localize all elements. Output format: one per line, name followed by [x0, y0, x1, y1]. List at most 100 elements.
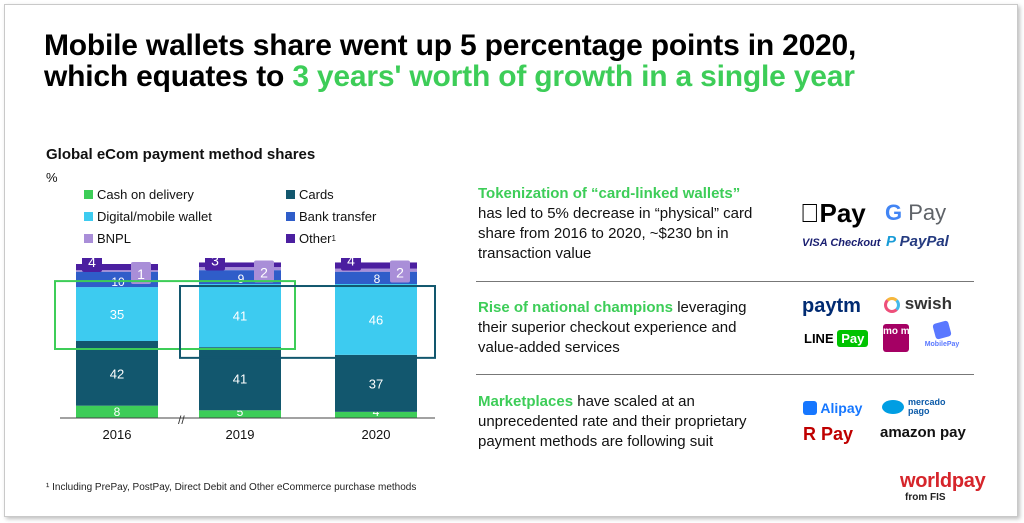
google-g-icon: G — [885, 200, 903, 225]
legend-label: BNPL — [97, 231, 131, 246]
legend-wallet: Digital/mobile wallet — [84, 209, 212, 224]
line-pay-badge: Pay — [837, 330, 869, 347]
line-text: LINE — [804, 331, 834, 346]
bar-segment — [199, 267, 281, 271]
data-label: 2 — [260, 264, 268, 280]
point-first-line: Marketplaces have scaled at an — [478, 392, 747, 412]
legend-label: Cash on delivery — [97, 187, 194, 202]
headline-line2-prefix: which equates to — [44, 60, 293, 93]
bnpl-label-box — [390, 260, 410, 283]
point-line: payment methods are following suit — [478, 433, 714, 450]
data-label: 41 — [233, 372, 247, 387]
legend-footnote-marker: 1 — [331, 234, 336, 243]
rakuten-pay-logo: R Pay — [803, 424, 854, 444]
legend-swatch — [286, 234, 295, 243]
alipay-icon — [803, 401, 817, 415]
bar-segment — [76, 405, 158, 418]
line-pay-logo: LINE Pay — [804, 330, 869, 347]
data-label: 46 — [369, 312, 383, 327]
mobilepay-icon — [932, 320, 952, 340]
data-label: 5 — [237, 405, 244, 419]
bar-segment — [335, 411, 417, 418]
point-line: share from 2016 to 2020, ~$230 bn in — [478, 225, 729, 242]
bar-segment — [335, 268, 417, 272]
legend-swatch — [84, 234, 93, 243]
headline: Mobile wallets share went up 5 percentag… — [44, 30, 856, 92]
point-highlight: Rise of national champions — [478, 299, 674, 316]
other-label-box — [82, 258, 102, 272]
divider — [476, 281, 974, 282]
google-pay-logo: G Pay — [885, 200, 946, 226]
point-line: transaction value — [478, 245, 592, 262]
point-line: value-added services — [478, 339, 620, 356]
legend-cards: Cards — [286, 187, 334, 202]
momo-logo: mo mo — [883, 324, 916, 352]
data-label: 4 — [88, 258, 96, 270]
swish-text: swish — [904, 294, 952, 313]
bar-segment — [76, 341, 158, 406]
point-highlight: Tokenization of “card-linked wallets” — [478, 185, 741, 202]
point-line: their superior checkout experience and — [478, 319, 737, 336]
data-label: 42 — [110, 366, 124, 381]
slide-frame — [4, 4, 1018, 517]
data-label: 8 — [114, 405, 121, 419]
data-label: 41 — [233, 309, 247, 324]
data-label: 9 — [238, 272, 245, 286]
other-label-box — [341, 258, 361, 271]
stacked-bar-chart: 8 42 35 10 1 4 2016 5 41 41 9 2 3 2019 4 37 46 8 2 4 2020 // — [54, 258, 436, 442]
legend-cod: Cash on delivery — [84, 187, 194, 202]
headline-line1: Mobile wallets share went up 5 percentag… — [44, 29, 857, 62]
data-label: 35 — [110, 307, 124, 322]
highlight-box-green — [54, 280, 296, 351]
legend-bnpl: BNPL — [84, 231, 131, 246]
paypal-logo: P PayPal — [886, 233, 949, 250]
bar-segment — [199, 410, 281, 418]
mercado-pago-text: mercado pago — [908, 397, 946, 416]
data-label: 10 — [111, 275, 125, 289]
data-label: 4 — [373, 405, 380, 419]
mobilepay-logo: MobilePay — [922, 320, 962, 348]
legend-other: Other 1 — [286, 231, 336, 246]
legend-swatch — [286, 190, 295, 199]
footnote: ¹ Including PrePay, PostPay, Direct Debi… — [46, 482, 417, 493]
mobilepay-text: MobilePay — [924, 341, 960, 348]
worldpay-sublogo: from FIS — [905, 492, 946, 503]
bar-segment — [76, 287, 158, 341]
legend-swatch — [84, 190, 93, 199]
x-tick-label: 2020 — [362, 427, 391, 442]
legend-label: Bank transfer — [299, 209, 377, 224]
alipay-text: Alipay — [820, 400, 863, 416]
point-line: leveraging — [673, 299, 747, 316]
swish-icon — [884, 297, 900, 313]
divider — [476, 374, 974, 375]
bar-segment — [199, 284, 281, 348]
swish-logo: swish — [884, 294, 952, 314]
bar-segment — [335, 354, 417, 412]
bar-segment — [335, 284, 417, 355]
data-label: 3 — [211, 258, 219, 268]
bnpl-label-box — [254, 260, 274, 283]
bar-segment — [76, 270, 158, 272]
bar-segment — [335, 262, 417, 269]
legend-label: Cards — [299, 187, 334, 202]
point-tokenization: Tokenization of “card-linked wallets” ha… — [478, 184, 752, 264]
point-marketplaces: Marketplaces have scaled at an unprecede… — [478, 392, 747, 452]
other-label-box — [205, 258, 225, 271]
legend-swatch — [84, 212, 93, 221]
point-line: has led to 5% decrease in “physical” car… — [478, 205, 753, 222]
alipay-logo: Alipay — [803, 400, 862, 416]
mercado-pago-icon — [882, 400, 904, 414]
point-national-champions: Rise of national champions leveraging th… — [478, 298, 746, 358]
worldpay-logo: worldpay — [900, 470, 986, 492]
bar-segment — [76, 264, 158, 271]
legend-bank: Bank transfer — [286, 209, 376, 224]
point-line: have scaled at an — [573, 393, 695, 410]
legend-label: Other — [299, 231, 332, 246]
headline-line2: which equates to 3 years' worth of growt… — [44, 61, 856, 92]
google-pay-text: Pay — [908, 200, 947, 225]
headline-highlight: 3 years' worth of growth in a single yea… — [292, 60, 855, 93]
paytm-logo: paytm — [802, 295, 861, 317]
paypal-text: PayPal — [899, 233, 949, 250]
data-label: 1 — [137, 266, 145, 282]
highlight-box-teal — [179, 285, 436, 359]
